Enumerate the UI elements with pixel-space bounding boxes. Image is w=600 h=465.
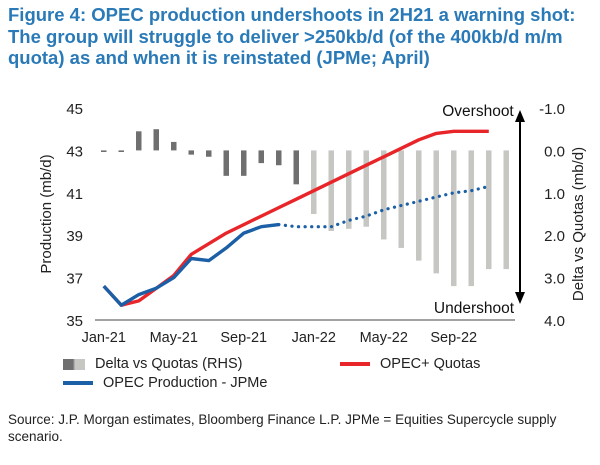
legend-item-delta: Delta vs Quotas (RHS) (63, 356, 242, 372)
production-line (102, 222, 280, 307)
y2-tick-label: 2.0 (544, 228, 565, 245)
legend-item-production: OPEC Production - JPMe (63, 375, 267, 391)
delta-bar (101, 150, 107, 152)
delta-bar (398, 150, 404, 248)
x-tick-label: Sep-21 (220, 330, 267, 346)
delta-bar (328, 150, 334, 231)
y2-axis-title: Delta vs Quotas (mb/d) (570, 147, 587, 301)
delta-bar (433, 150, 439, 274)
delta-bar (503, 150, 509, 270)
delta-bar (276, 150, 282, 166)
y2-tick-label: 3.0 (544, 271, 565, 288)
chart-title: Figure 4: OPEC production undershoots in… (8, 4, 576, 68)
x-tick-label: Sep-22 (430, 330, 477, 346)
legend-swatch-production (63, 381, 93, 385)
legend-label-delta: Delta vs Quotas (RHS) (95, 356, 243, 372)
legend-label-quotas: OPEC+ Quotas (380, 356, 481, 372)
arrow-up-icon (515, 110, 525, 122)
delta-bar (451, 150, 457, 287)
y-tick-label: 35 (66, 313, 83, 330)
delta-bar (293, 150, 299, 185)
delta-bar (381, 150, 387, 240)
delta-bar (363, 150, 369, 227)
legend-swatch-delta (63, 358, 85, 370)
arrow-down-icon (515, 292, 525, 304)
y-axis-title: Production (mb/d) (38, 154, 55, 273)
delta-bar (188, 150, 194, 155)
delta-bar (241, 150, 247, 176)
undershoot-label: Undershoot (434, 300, 515, 317)
delta-bar (468, 150, 474, 287)
delta-bar (416, 150, 422, 261)
delta-bar (206, 150, 212, 157)
overshoot-label: Overshoot (442, 103, 514, 120)
delta-bar (258, 150, 264, 164)
y-tick-label: 37 (66, 271, 83, 288)
y-tick-label: 41 (66, 186, 83, 203)
delta-bar (311, 150, 317, 214)
x-tick-label: Jan-21 (82, 330, 126, 346)
delta-bar (171, 141, 177, 151)
x-tick-label: Jan-22 (292, 330, 336, 346)
legend-item-quotas: OPEC+ Quotas (340, 356, 480, 372)
production-projection-line (277, 184, 491, 229)
delta-bar (486, 150, 492, 270)
y2-tick-label: -1.0 (539, 101, 565, 118)
y-tick-label: 45 (66, 101, 83, 118)
y-tick-label: 39 (66, 228, 83, 245)
y2-tick-label: 4.0 (544, 313, 565, 330)
delta-bar (153, 129, 159, 151)
y2-tick-label: 0.0 (544, 143, 565, 160)
delta-bar (346, 150, 352, 229)
delta-bar (136, 131, 142, 151)
y-tick-label: 43 (66, 143, 83, 160)
delta-bar (118, 150, 124, 152)
delta-bar (223, 150, 229, 176)
x-tick-label: May-21 (150, 330, 198, 346)
y2-tick-label: 1.0 (544, 186, 565, 203)
legend-label-production: OPEC Production - JPMe (103, 375, 268, 391)
x-tick-label: May-22 (360, 330, 408, 346)
legend-swatch-quotas (340, 362, 370, 366)
source-note: Source: J.P. Morgan estimates, Bloomberg… (8, 412, 557, 444)
